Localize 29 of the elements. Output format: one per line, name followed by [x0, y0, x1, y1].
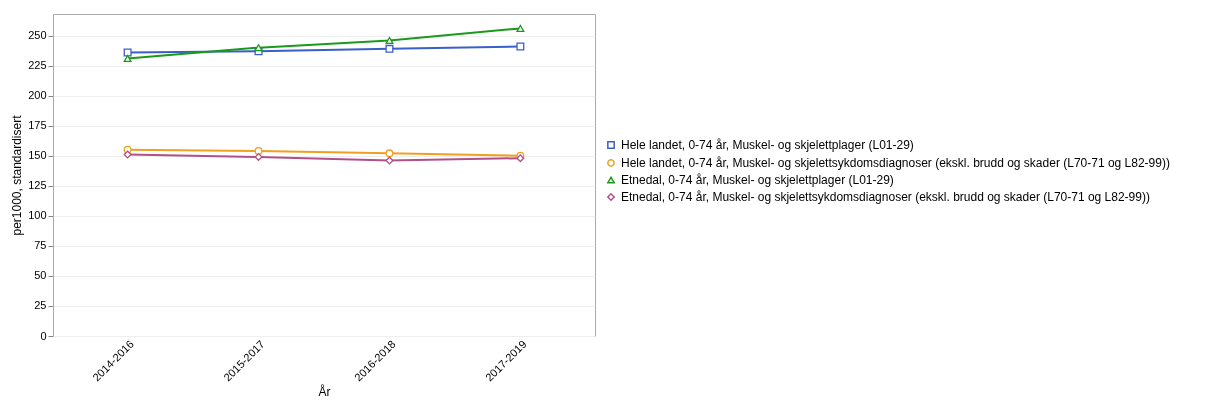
point: [123, 150, 132, 159]
legend-label: Hele landet, 0-74 år, Muskel- og skjelettsykdomsdiagnoser (ekskl. brudd og skader (L70-71 og L82-99)): [621, 156, 1170, 170]
legend-label: Etnedal, 0-74 år, Muskel- og skjelettsykdomsdiagnoser (ekskl. brudd og skader (L70-71 og L82-99)): [621, 190, 1150, 204]
point: [254, 146, 263, 155]
y-tick-label: 175: [28, 119, 47, 132]
y-tick-label: 150: [28, 149, 47, 162]
y-tick-label: 100: [28, 209, 47, 222]
x-axis-title: År: [318, 384, 331, 400]
point: [385, 156, 394, 165]
point: [516, 42, 525, 51]
point: [385, 36, 394, 44]
y-tick-label: 200: [28, 89, 47, 102]
legend-label: Hele landet, 0-74 år, Muskel- og skjelettplager (L01-29): [621, 138, 914, 152]
point: [516, 24, 525, 32]
point: [123, 48, 132, 57]
point: [254, 152, 263, 161]
point: [385, 149, 394, 158]
y-axis-title: per1000, standardisert: [10, 114, 25, 236]
legend-label: Etnedal, 0-74 år, Muskel- og skjelettplager (L01-29): [621, 173, 894, 187]
y-tick-label: 25: [34, 299, 47, 312]
y-tick-label: 225: [28, 59, 47, 72]
y-tick-label: 50: [34, 269, 47, 282]
y-tick-label: 0: [40, 329, 47, 342]
y-tick-label: 125: [28, 179, 47, 192]
y-tick-label: 75: [34, 239, 47, 252]
point: [123, 54, 132, 63]
point: [385, 44, 394, 53]
y-tick-label: 250: [28, 29, 47, 42]
point: [254, 44, 263, 52]
